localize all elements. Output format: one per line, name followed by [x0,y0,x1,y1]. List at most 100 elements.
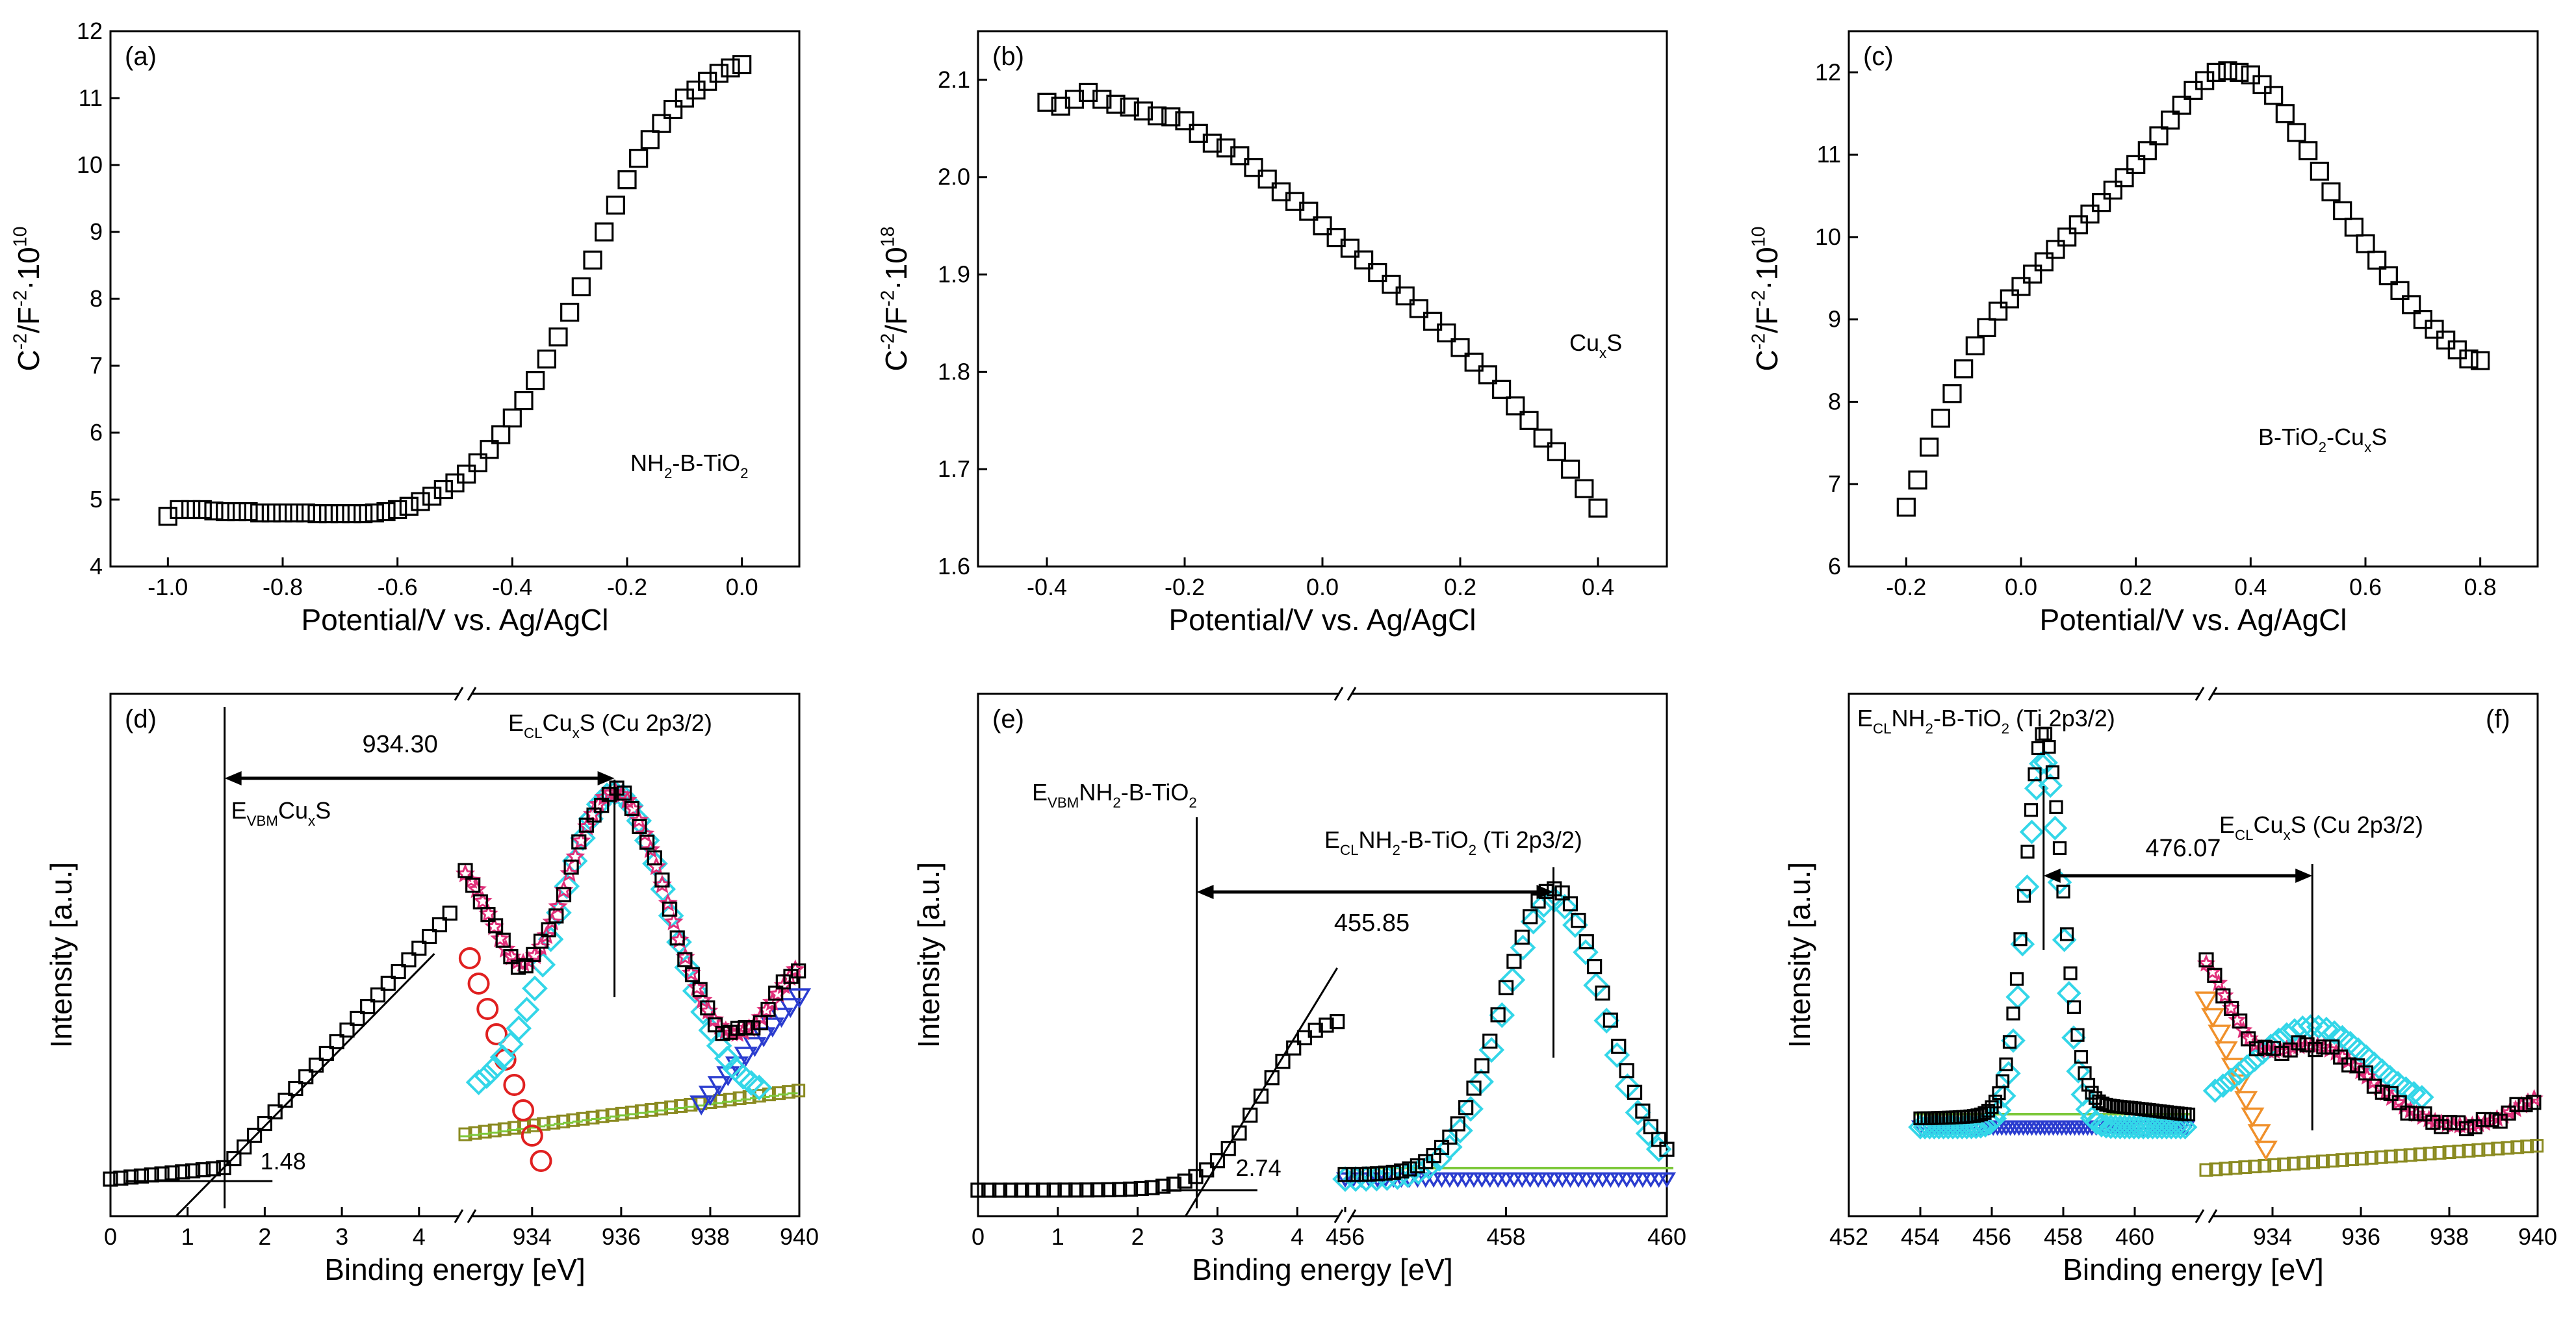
panel-d: 0 1 2 3 4 934 936 938 940 (d) Binding energy [eV] I… [44,687,819,1286]
y-tick-label: 4 [90,553,103,579]
data-point [514,390,534,411]
envelope-point [490,928,510,948]
cl-raw-point [639,834,655,850]
fit-point [1552,893,1578,920]
data-point [1561,459,1580,479]
cl-raw-point [2045,765,2060,780]
vb-data-point [1133,1180,1149,1197]
data-point [2356,234,2375,253]
cl-raw-point [2383,1086,2399,1102]
data-point [365,503,384,523]
cl-raw-point [2059,927,2074,941]
fit-point [1593,1008,1620,1034]
data-point [399,496,419,516]
data-point [652,114,671,133]
axis-break-mark [2208,1209,2218,1223]
fit-point [1520,908,1547,935]
data-point [2413,310,2432,329]
data-point [721,58,740,78]
cl-raw-point [2484,1112,2499,1128]
axis-break-gap [459,690,471,698]
satellite-point [521,1125,543,1147]
cl-raw-point [2056,884,2070,898]
cl-raw-point [2002,1035,2017,1049]
x-axis-label: Potential/V vs. Ag/AgCl [2039,603,2347,637]
vb-data-point [360,999,376,1015]
cl-raw-point [2009,972,2024,986]
component-point [769,1008,793,1028]
cl-raw-point [1595,986,1610,1001]
x-tick-label: 936 [602,1223,641,1250]
fit-point [2019,819,2044,845]
component-point [1657,1172,1677,1188]
background-point [2354,1151,2369,1165]
data-point [629,149,649,168]
data-point [2344,218,2363,237]
envelope-point [658,893,678,912]
x-tick-label: 460 [1647,1223,1686,1250]
cl-raw-point [1394,1163,1410,1178]
data-point [1161,107,1181,127]
cl-raw-point [2509,1097,2525,1112]
data-point [1051,96,1070,116]
cl-raw-point [548,908,564,924]
background-point [2325,1154,2339,1168]
y-axis-label: Intensity [a.u.] [912,862,946,1048]
onset-value: 1.48 [261,1148,306,1175]
data-point [2068,215,2088,235]
cl-raw-point [1410,1158,1425,1174]
data-point [1133,101,1153,121]
cl-raw-point [1466,1080,1482,1096]
vb-data-point [1035,1182,1051,1198]
background-point [792,1084,806,1098]
cl-raw-point [2492,1114,2508,1129]
cl-raw-point [2049,800,2063,815]
data-point [2402,295,2421,314]
cl-raw-point [2291,1035,2306,1050]
data-point [709,64,728,83]
data-point [307,504,327,524]
background-point [2403,1148,2417,1162]
data-point [1547,442,1566,461]
axis-break-mark [467,687,477,701]
cl-raw-point [1361,1166,1377,1182]
arrow-head [2295,869,2313,883]
cl-raw-point [2308,1041,2323,1058]
data-point [2275,104,2295,123]
cl-raw-point [2013,932,2028,947]
vb-data-point [1209,1153,1226,1169]
x-axis-label: Binding energy [eV] [2063,1253,2324,1286]
cl-raw-point [738,1020,753,1036]
background-point [2228,1161,2243,1175]
axis-break-mark [2195,1209,2205,1223]
x-tick-label: 0 [972,1223,985,1250]
component-point [787,988,812,1008]
cl-raw-point [2434,1119,2449,1134]
data-point [1257,170,1277,189]
cl-raw-point [1611,1038,1627,1054]
x-tick-label: 938 [2430,1223,2469,1250]
fit-point [2163,1115,2189,1139]
data-point [2378,266,2398,286]
cl-raw-point [2425,1114,2441,1130]
data-point [1395,286,1415,306]
cl-raw-point [745,1020,761,1036]
data-point [2218,61,2237,81]
background-point [2345,1152,2359,1166]
cl-raw-point [692,982,708,997]
axis-break-gap [459,1212,471,1220]
cl-raw-point [768,986,784,1001]
data-point [216,502,235,522]
data-point [2183,81,2203,100]
envelope-point [629,809,649,829]
data-point [1037,92,1057,112]
vb-data-point [205,1161,221,1177]
y-tick-label: 11 [79,84,103,111]
background-point [2199,1163,2213,1177]
data-point [1230,146,1250,166]
x-tick-label: 452 [1829,1223,1868,1250]
cl-raw-point [707,1017,723,1033]
vb-data-point [113,1170,129,1186]
vb-data-point [992,1182,1008,1198]
cl-raw-point [647,850,662,866]
